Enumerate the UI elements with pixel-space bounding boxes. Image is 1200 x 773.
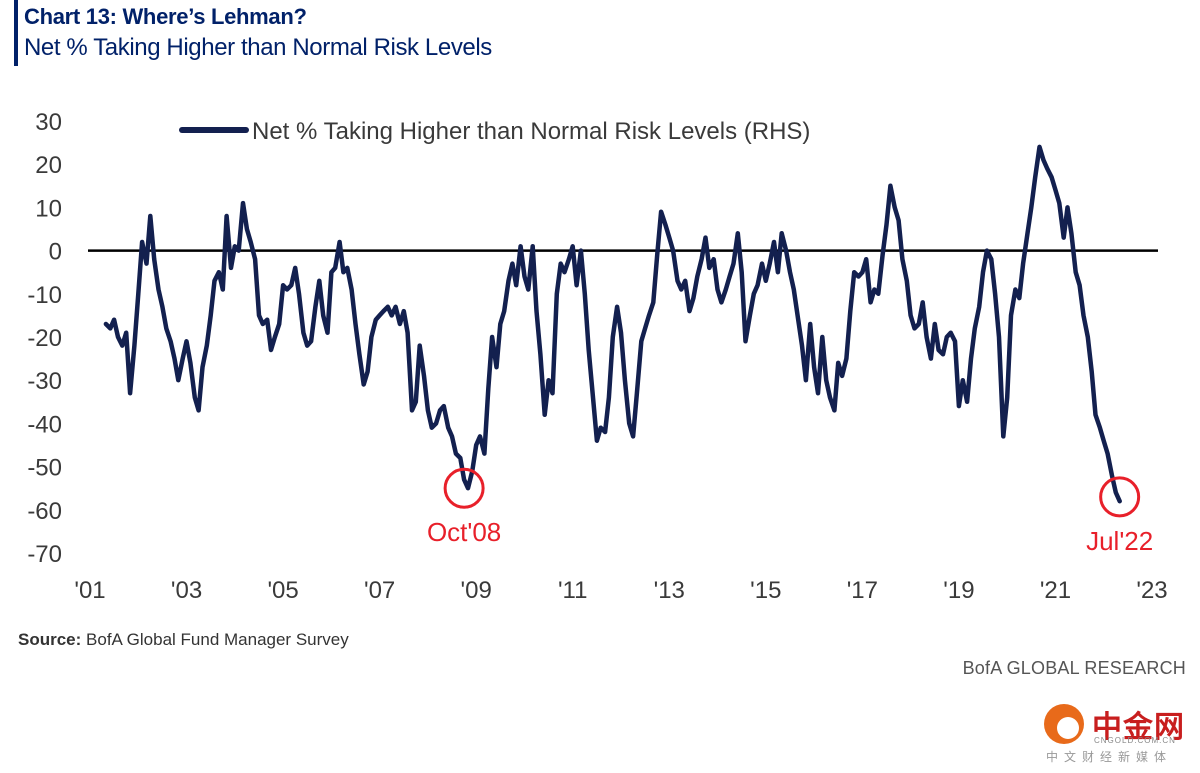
research-credit: BofA GLOBAL RESEARCH bbox=[962, 658, 1186, 678]
x-tick-label: '03 bbox=[171, 577, 202, 604]
chart-title: Chart 13: Where’s Lehman? bbox=[24, 4, 307, 29]
annotation-circle bbox=[443, 467, 485, 509]
annotation-label: Jul'22 bbox=[1086, 526, 1153, 556]
y-tick-label: 0 bbox=[49, 239, 62, 266]
watermark: 中金网 CNGOLD.COM.CN 中文财经新媒体 bbox=[1040, 700, 1190, 770]
legend: Net % Taking Higher than Normal Risk Lev… bbox=[179, 118, 810, 145]
x-tick-label: '05 bbox=[267, 577, 298, 604]
x-tick-label: '15 bbox=[750, 577, 781, 604]
watermark-logo-icon bbox=[1044, 704, 1084, 744]
x-tick-label: '09 bbox=[461, 577, 492, 604]
y-tick-label: -20 bbox=[27, 325, 62, 352]
chart-subtitle: Net % Taking Higher than Normal Risk Lev… bbox=[24, 34, 492, 61]
title-accent-bar bbox=[14, 0, 18, 66]
y-tick-label: -40 bbox=[27, 411, 62, 438]
x-tick-label: '17 bbox=[847, 577, 878, 604]
y-tick-label: 20 bbox=[35, 152, 62, 179]
y-tick-label: -10 bbox=[27, 282, 62, 309]
annotation-circle bbox=[1099, 476, 1141, 518]
annotations: Oct'08 Jul'22 bbox=[427, 467, 1153, 556]
annotation-label: Oct'08 bbox=[427, 517, 501, 547]
y-tick-label: -60 bbox=[27, 498, 62, 525]
series-line bbox=[103, 144, 1122, 504]
y-tick-label: -30 bbox=[27, 368, 62, 395]
x-tick-label: '07 bbox=[364, 577, 395, 604]
x-tick-label: '19 bbox=[943, 577, 974, 604]
source-label: Source: bbox=[18, 630, 82, 649]
x-axis: '01 '03 '05 '07 '09 '11 '13 '15 '17 '19 '21 '23 bbox=[74, 577, 1167, 604]
y-tick-label: -50 bbox=[27, 455, 62, 482]
watermark-url: CNGOLD.COM.CN bbox=[1094, 736, 1176, 745]
source-note: Source: BofA Global Fund Manager Survey bbox=[18, 630, 349, 650]
x-tick-label: '01 bbox=[74, 577, 105, 604]
x-tick-label: '21 bbox=[1040, 577, 1071, 604]
x-tick-label: '13 bbox=[654, 577, 685, 604]
series-group bbox=[103, 144, 1122, 504]
y-axis: 30 20 10 0 -10 -20 -30 -40 -50 -60 -70 bbox=[27, 109, 62, 568]
x-tick-label: '23 bbox=[1136, 577, 1167, 604]
watermark-name: 中金网 bbox=[1092, 711, 1185, 744]
x-tick-label: '11 bbox=[558, 577, 588, 604]
y-tick-label: 10 bbox=[35, 195, 62, 222]
source-text: BofA Global Fund Manager Survey bbox=[81, 630, 349, 649]
y-tick-label: 30 bbox=[35, 109, 62, 136]
watermark-tagline: 中文财经新媒体 bbox=[1046, 750, 1173, 764]
legend-label: Net % Taking Higher than Normal Risk Lev… bbox=[252, 118, 810, 145]
y-tick-label: -70 bbox=[27, 541, 62, 568]
